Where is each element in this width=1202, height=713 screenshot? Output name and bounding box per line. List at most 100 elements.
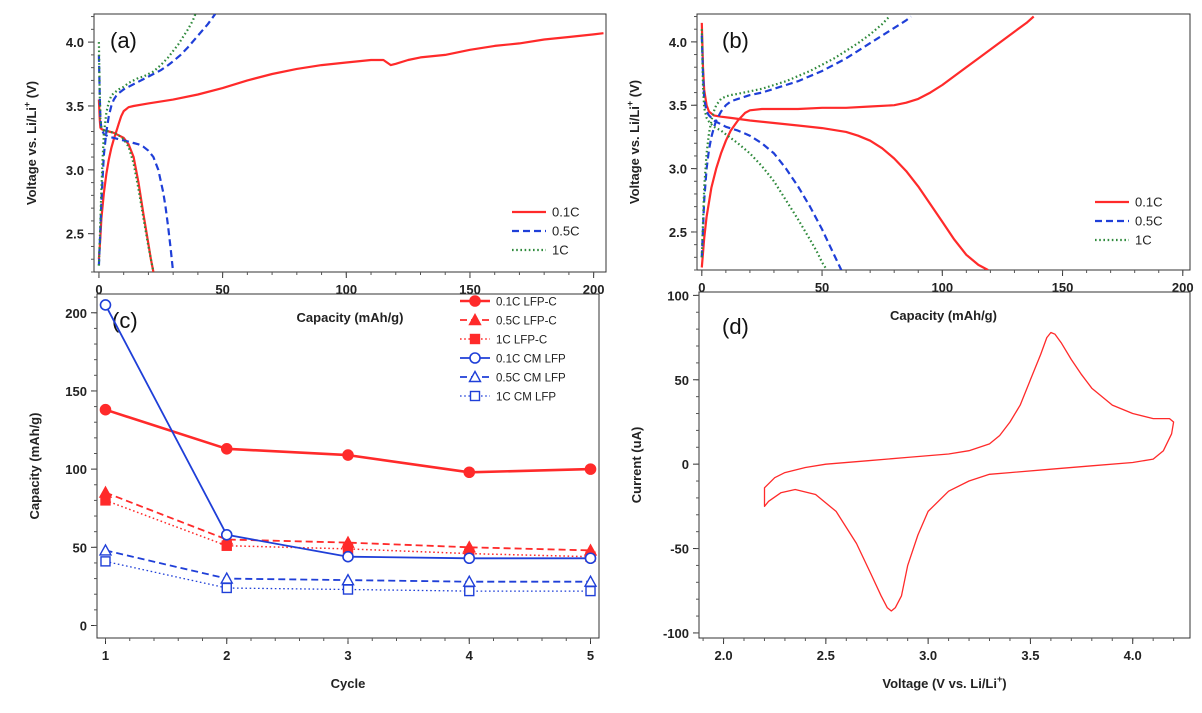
series-line-discharge-0.5C <box>700 35 843 270</box>
y-tick-label: 4.0 <box>669 35 687 50</box>
panel-label: (b) <box>722 28 749 53</box>
legend-label: 0.5C <box>552 224 579 239</box>
x-tick-label: 200 <box>1172 280 1194 295</box>
y-axis-title-main: Voltage vs. Li/Li <box>24 107 39 205</box>
plot-area <box>763 331 1175 612</box>
panel-a: 0 50 100 150 200 2.5 3.0 3.5 4.0 Capacity (mAh/g)… <box>22 13 607 325</box>
x-axis-title: Capacity (mAh/g) <box>890 308 997 323</box>
data-point <box>342 449 354 461</box>
plot-frame <box>93 13 607 273</box>
series-line <box>105 491 591 552</box>
x-tick-label: 100 <box>931 280 953 295</box>
data-point <box>100 556 111 567</box>
data-point <box>220 528 233 541</box>
plot-area <box>97 14 604 272</box>
data-point <box>98 543 113 556</box>
data-point <box>342 584 354 595</box>
series-line-discharge-0.1C <box>97 99 155 272</box>
y-tick-label: 100 <box>667 288 689 303</box>
y-tick-label: 100 <box>65 462 87 477</box>
plot-area <box>700 15 1035 270</box>
x-tick-label: 150 <box>459 282 481 297</box>
series-line <box>105 499 591 558</box>
x-tick-label: 3.5 <box>1021 648 1039 663</box>
x-tick-label: 0 <box>95 282 102 297</box>
data-point <box>220 571 234 584</box>
data-point <box>463 466 476 479</box>
legend-label: 0.1C <box>1135 195 1162 210</box>
y-tick-label: 3.5 <box>66 99 84 114</box>
y-axis-title-unit: (V) <box>627 80 642 101</box>
panel-label: (a) <box>110 28 137 53</box>
legend-label: 1C <box>552 243 569 258</box>
series-line-discharge-1C <box>700 29 828 270</box>
data-point <box>221 582 232 594</box>
y-axis-title-unit: (V) <box>24 81 39 102</box>
y-tick-label: 50 <box>73 540 87 555</box>
legend: 0.1C 0.5C 1C <box>1095 195 1162 248</box>
legend-label: 1C LFP-C <box>496 335 547 347</box>
plot-frame <box>698 291 1191 639</box>
data-point <box>463 552 476 565</box>
x-tick-label: 100 <box>335 282 357 297</box>
plot-frame <box>696 13 1191 271</box>
x-tick-label: 4.0 <box>1124 648 1142 663</box>
y-tick-label: 2.5 <box>669 225 687 240</box>
y-tick-label: 4.0 <box>66 35 84 50</box>
y-tick-label: 3.5 <box>669 98 687 113</box>
legend-label: 1C CM LFP <box>496 392 556 404</box>
x-tick-label: 2 <box>223 648 230 663</box>
series-line-charge-0.1C <box>97 32 604 260</box>
legend-label: 0.5C <box>1135 214 1162 229</box>
x-axis-title: Cycle <box>331 676 366 691</box>
x-tick-label: 200 <box>583 282 605 297</box>
x-tick-label: 150 <box>1052 280 1074 295</box>
data-point <box>584 552 597 565</box>
y-axis-title: Voltage vs. Li/Li+ (V) <box>22 81 39 205</box>
y-axis-title: Capacity (mAh/g) <box>27 413 42 520</box>
y-axis-title: Current (uA) <box>629 427 644 504</box>
legend-marker <box>469 295 481 307</box>
y-tick-label: 3.0 <box>66 163 84 178</box>
legend-label: 0.5C CM LFP <box>496 373 566 385</box>
series-line-discharge-0.1C <box>700 22 989 270</box>
x-tick-label: 50 <box>815 280 829 295</box>
x-axis-title-main: Voltage (V vs. Li/Li <box>882 676 997 691</box>
data-point <box>221 540 232 551</box>
panel-label: (c) <box>112 308 138 333</box>
x-tick-label: 0 <box>698 280 705 295</box>
x-tick-label: 3 <box>344 648 351 663</box>
y-tick-label: 0 <box>80 618 87 633</box>
y-tick-label: -50 <box>670 542 689 557</box>
data-point <box>99 299 112 311</box>
series-line-charge-0.1C <box>700 15 1035 268</box>
x-tick-label: 4 <box>466 648 474 663</box>
series-line-charge-0.5C <box>97 14 217 266</box>
x-axis-title: Capacity (mAh/g) <box>297 310 404 325</box>
y-axis-title-sup: + <box>22 102 32 107</box>
legend-label: 0.5C LFP-C <box>496 316 557 328</box>
x-axis-title-sup: + <box>997 674 1002 684</box>
legend-label: 0.1C <box>552 205 579 220</box>
data-point <box>100 495 111 506</box>
y-tick-label: 150 <box>65 384 87 399</box>
series-line-discharge-1C <box>97 42 155 272</box>
legend-label: 0.1C CM LFP <box>496 354 566 366</box>
data-point <box>585 585 596 597</box>
x-tick-label: 2.0 <box>715 648 733 663</box>
legend-marker <box>468 370 482 383</box>
cv-curve <box>763 331 1175 612</box>
panel-label: (d) <box>722 314 749 339</box>
legend-marker <box>469 352 481 364</box>
data-point <box>220 442 233 455</box>
series-line-discharge-0.5C <box>97 54 175 272</box>
x-tick-label: 1 <box>102 648 109 663</box>
y-tick-label: 200 <box>65 306 87 321</box>
x-tick-label: 5 <box>587 648 594 663</box>
y-axis-title: Voltage vs. Li/Li+ (V) <box>625 80 642 204</box>
y-axis-title-sup: + <box>625 101 635 106</box>
legend: 0.1C LFP-C 0.5C LFP-C 1C LFP-C 0.1C CM LFP 0… <box>460 295 566 404</box>
y-tick-label: -100 <box>663 626 689 641</box>
legend-marker <box>469 390 481 402</box>
